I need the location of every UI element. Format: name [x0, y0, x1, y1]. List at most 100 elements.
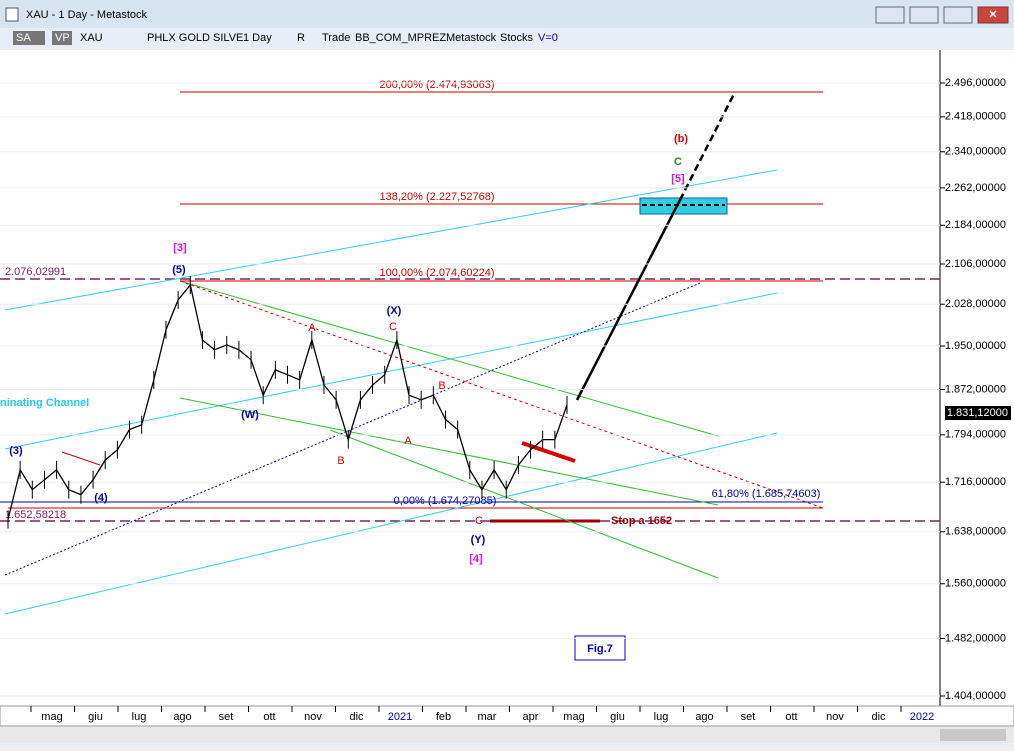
wave-label: (5)	[172, 264, 186, 276]
close-button[interactable]	[977, 6, 1009, 24]
scrollbar[interactable]	[0, 727, 1014, 743]
toolbar: SA VP XAU PHLX GOLD SILVE 1 Day R Trade BB_COM_…	[13, 31, 558, 45]
time-label: set	[741, 711, 756, 723]
minimize-button[interactable]	[909, 6, 939, 24]
trend-line	[4, 282, 701, 576]
wave-label: B	[438, 380, 445, 392]
time-label: dic	[349, 711, 364, 723]
wave-label: C	[674, 156, 682, 168]
time-label: mar	[478, 711, 497, 723]
time-label: lug	[132, 711, 147, 723]
fig-label: Fig.7	[587, 643, 613, 655]
price-tick-label: 1.404,00000	[945, 690, 1006, 702]
window-title: XAU - 1 Day - Metastock	[26, 9, 148, 21]
price-tick-label: 2.106,00000	[945, 258, 1006, 270]
last-price-box	[945, 406, 1011, 421]
price-tick-label: 2.340,00000	[945, 146, 1006, 158]
price-tick-label: 1.482,00000	[945, 632, 1006, 644]
wave-label: [4]	[469, 553, 483, 565]
projection	[678, 91, 737, 201]
fib-label: 61,80% (1.685,74603)	[712, 488, 821, 500]
time-label: 2021	[388, 711, 412, 723]
toolbar-item: VP	[55, 32, 70, 44]
toolbar-item: PHLX GOLD SILVE	[147, 32, 243, 44]
wave-label: (3)	[9, 445, 23, 457]
close-icon: ✕	[988, 9, 997, 21]
toolbar-item: Trade	[322, 32, 350, 44]
fib-label: 138,20% (2.227,52768)	[380, 191, 495, 203]
time-label: nov	[826, 711, 844, 723]
toolbar-item: XAU	[80, 32, 103, 44]
channel-line	[179, 397, 719, 506]
time-label: nov	[304, 711, 322, 723]
level-label: 2.076,02991	[5, 266, 66, 278]
last-price-label: 1.831,12000	[947, 407, 1008, 419]
time-label: dic	[871, 711, 886, 723]
price-tick-label: 1.872,00000	[945, 383, 1006, 395]
wave-label: (b)	[674, 133, 688, 145]
chart-area	[0, 50, 940, 706]
fig-box	[574, 635, 626, 661]
price-tick-label: 2.418,00000	[945, 111, 1006, 123]
stop-label: Stop a 1652	[611, 515, 672, 527]
time-label: giu	[88, 711, 103, 723]
wave-label: A	[308, 322, 316, 334]
time-label: ago	[695, 711, 713, 723]
time-label: apr	[523, 711, 539, 723]
wave-label: (X)	[387, 305, 402, 317]
time-label: ott	[785, 711, 797, 723]
wave-label: (Y)	[471, 534, 486, 546]
time-label: set	[219, 711, 234, 723]
price-tick-label: 2.184,00000	[945, 219, 1006, 231]
price-tick-label: 1.560,00000	[945, 578, 1006, 590]
channel-line	[329, 429, 719, 579]
time-label: giu	[610, 711, 625, 723]
wave-label: C	[389, 321, 397, 333]
maximize-button[interactable]	[943, 6, 973, 24]
price-tick-label: 2.496,00000	[945, 77, 1006, 89]
time-label: mag	[563, 711, 584, 723]
price-axis	[940, 50, 1014, 706]
channel-line	[4, 169, 778, 311]
time-axis	[0, 705, 1014, 727]
wave-label: A	[404, 435, 412, 447]
wave-label: [3]	[173, 242, 187, 254]
scroll-thumb[interactable]	[940, 729, 1006, 741]
trend-line	[61, 451, 101, 466]
fib-label: 100,00% (2.074,60224)	[380, 267, 495, 279]
price-tick-label: 2.028,00000	[945, 298, 1006, 310]
fib-label: 0,00% (1.674,27085)	[394, 495, 497, 507]
fib-label: 200,00% (2.474,93063)	[380, 79, 495, 91]
toolbar-item: R	[297, 32, 305, 44]
price-tick-label: 2.262,00000	[945, 182, 1006, 194]
time-label: mag	[41, 711, 62, 723]
channel-line	[4, 292, 778, 450]
title-bar	[0, 0, 1014, 28]
time-label: lug	[654, 711, 669, 723]
restore-all-button[interactable]	[875, 6, 905, 24]
channel-label: ninating Channel	[0, 397, 89, 409]
wave-label: (4)	[94, 492, 108, 504]
toolbar-button[interactable]	[13, 31, 45, 45]
wave-label: C	[475, 515, 483, 527]
toolbar-item: 1 Day	[243, 32, 272, 44]
price-tick-label: 1.950,00000	[945, 340, 1006, 352]
wave-label: [5]	[671, 173, 685, 185]
annotations: 200,00% (2.474,93063) 138,20% (2.227,527…	[0, 79, 821, 661]
time-label: feb	[436, 711, 451, 723]
time-label: ott	[263, 711, 275, 723]
price-tick-label: 1.794,00000	[945, 429, 1006, 441]
toolbar-item: Stocks	[500, 32, 534, 44]
toolbar-item: BB_COM_MPREZ	[355, 32, 446, 44]
window-icon	[5, 7, 19, 22]
channel-line	[179, 280, 719, 437]
toolbar-item: Metastock	[446, 32, 497, 44]
toolbar-button[interactable]	[52, 31, 72, 45]
time-label: 2022	[910, 711, 934, 723]
level-label: 1.652,58218	[5, 509, 66, 521]
price-tick-label: 1.716,00000	[945, 476, 1006, 488]
wave-label: (W)	[241, 409, 259, 421]
time-label: ago	[173, 711, 191, 723]
drawings	[0, 91, 940, 615]
